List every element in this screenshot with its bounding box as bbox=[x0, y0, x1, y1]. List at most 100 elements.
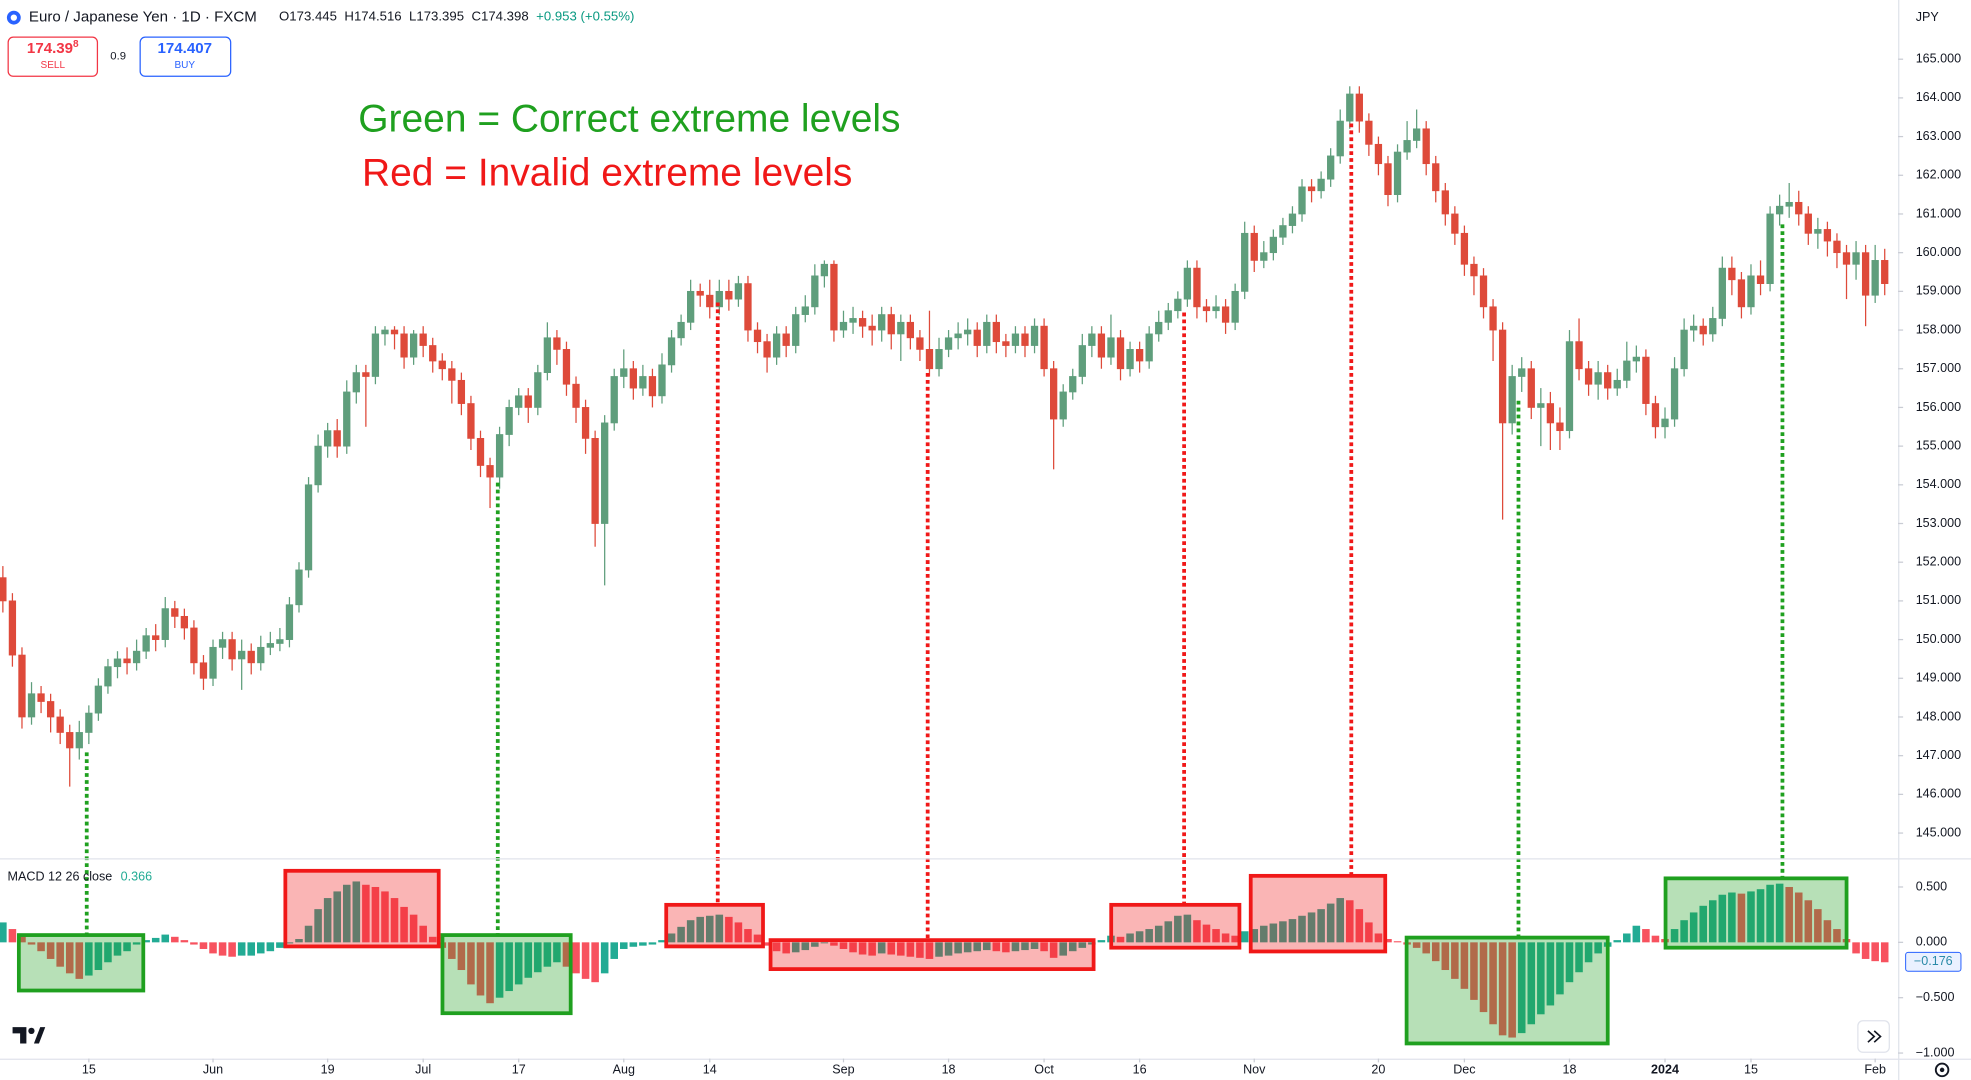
logo-part[interactable] bbox=[28, 1027, 35, 1035]
buy-price[interactable]: 174.407 bbox=[158, 40, 212, 57]
candle-body bbox=[1651, 403, 1660, 428]
macd-bar bbox=[295, 939, 303, 943]
macd-bar bbox=[56, 942, 64, 967]
macd-bar bbox=[973, 942, 981, 952]
sell-price-pip[interactable]: 8 bbox=[73, 39, 79, 50]
macd-bar bbox=[610, 942, 619, 959]
sell-price[interactable]: 174.398 bbox=[27, 39, 79, 57]
candle-body bbox=[1412, 128, 1421, 141]
candle-body bbox=[1881, 260, 1889, 284]
x-tick-label: 19 bbox=[321, 1062, 335, 1076]
macd-bar bbox=[448, 942, 456, 959]
y-tick-label: 165.000 bbox=[1916, 52, 1961, 66]
macd-bar bbox=[562, 942, 571, 967]
candle-body bbox=[390, 329, 399, 335]
candle-body bbox=[113, 658, 122, 668]
macd-bar bbox=[371, 886, 380, 943]
macd-bar bbox=[1193, 920, 1201, 943]
candle-body bbox=[161, 608, 169, 640]
candle-body bbox=[1126, 349, 1134, 370]
macd-bar bbox=[983, 942, 991, 951]
macd-bar bbox=[352, 881, 361, 943]
tradingview-logo[interactable] bbox=[12, 1027, 46, 1044]
macd-bar bbox=[104, 942, 112, 963]
macd-bar bbox=[639, 942, 647, 946]
y-tick-label: 151.000 bbox=[1916, 593, 1961, 607]
macd-bar bbox=[1202, 924, 1211, 943]
macd-bar bbox=[1527, 942, 1536, 1025]
symbol-title[interactable]: Euro / Japanese Yen · 1D · FXCM bbox=[29, 9, 257, 26]
macd-bar bbox=[1126, 933, 1134, 943]
x-tick-label: Jun bbox=[203, 1062, 223, 1076]
candle-body bbox=[1833, 240, 1841, 254]
logo-part[interactable] bbox=[12, 1027, 27, 1044]
y-tick-label: 155.000 bbox=[1916, 438, 1961, 452]
candle-body bbox=[266, 643, 274, 648]
button-icon[interactable] bbox=[1867, 1030, 1882, 1043]
macd-bar bbox=[1412, 942, 1421, 948]
candle-body bbox=[534, 372, 542, 408]
macd-bar bbox=[1422, 942, 1430, 954]
candle-body bbox=[1661, 418, 1669, 428]
candle-body bbox=[66, 732, 74, 749]
gear-center[interactable] bbox=[1939, 1067, 1945, 1073]
macd-bar bbox=[1651, 935, 1660, 943]
sell-button[interactable]: 174.398 SELL bbox=[7, 36, 99, 77]
buy-label[interactable]: BUY bbox=[174, 60, 195, 71]
spread: 0.9 bbox=[110, 51, 126, 63]
macd-bar bbox=[37, 942, 45, 952]
candle-body bbox=[1327, 155, 1335, 180]
quote-close: C174.398 bbox=[471, 9, 528, 24]
macd-bar bbox=[132, 942, 141, 945]
macd-bar bbox=[495, 942, 504, 998]
candle-body bbox=[725, 290, 733, 300]
candle-body bbox=[209, 646, 217, 679]
candle-body bbox=[1307, 186, 1316, 192]
candle-body bbox=[687, 290, 695, 323]
candle-body bbox=[1432, 163, 1440, 192]
macd-bar bbox=[1030, 942, 1039, 949]
sell-label[interactable]: SELL bbox=[41, 60, 66, 71]
candle-body bbox=[620, 368, 628, 377]
sell-button-frame[interactable] bbox=[7, 36, 99, 77]
ohlc-quote: O173.445 H174.516 L173.395 C174.398 +0.9… bbox=[279, 9, 634, 24]
settings-button[interactable] bbox=[1934, 1062, 1950, 1078]
candle-body bbox=[1470, 263, 1478, 277]
y-tick-label: 154.000 bbox=[1916, 477, 1961, 491]
macd-bar bbox=[1642, 929, 1650, 943]
gear-icon[interactable] bbox=[1934, 1062, 1950, 1078]
macd-bar bbox=[1059, 942, 1067, 956]
macd-bar bbox=[1002, 942, 1010, 953]
macd-bar bbox=[1479, 942, 1488, 1013]
candle-body bbox=[75, 732, 83, 749]
candle-body bbox=[839, 321, 848, 331]
candle-body bbox=[1050, 368, 1058, 420]
macd-bar bbox=[1718, 894, 1727, 943]
candle-body bbox=[257, 646, 265, 664]
macd-bar bbox=[1737, 893, 1746, 943]
macd-bar bbox=[1011, 942, 1020, 952]
candle-body bbox=[218, 639, 227, 648]
candle-body bbox=[1078, 345, 1086, 377]
scroll-to-latest-button[interactable] bbox=[1857, 1020, 1890, 1053]
macd-bar bbox=[428, 936, 437, 943]
candle-body bbox=[562, 349, 571, 385]
data-layer bbox=[0, 86, 1889, 1038]
candle-body bbox=[868, 325, 876, 331]
candle-body bbox=[830, 263, 838, 331]
candle-body bbox=[667, 337, 676, 366]
macd-bar bbox=[1336, 898, 1344, 943]
candle-body bbox=[467, 403, 475, 439]
candle-body bbox=[324, 430, 332, 447]
candle-body bbox=[935, 349, 943, 370]
annotation-box bbox=[768, 938, 1096, 971]
candle-body bbox=[1393, 151, 1402, 196]
candle-body bbox=[199, 662, 208, 679]
sell-price-main[interactable]: 174.39 bbox=[27, 40, 73, 57]
candle-body bbox=[362, 372, 370, 377]
candle-body bbox=[820, 263, 829, 277]
logo-part[interactable] bbox=[33, 1027, 46, 1044]
buy-button-frame[interactable] bbox=[139, 36, 232, 77]
buy-button[interactable]: 174.407 BUY bbox=[139, 36, 232, 77]
macd-bar bbox=[94, 942, 103, 971]
